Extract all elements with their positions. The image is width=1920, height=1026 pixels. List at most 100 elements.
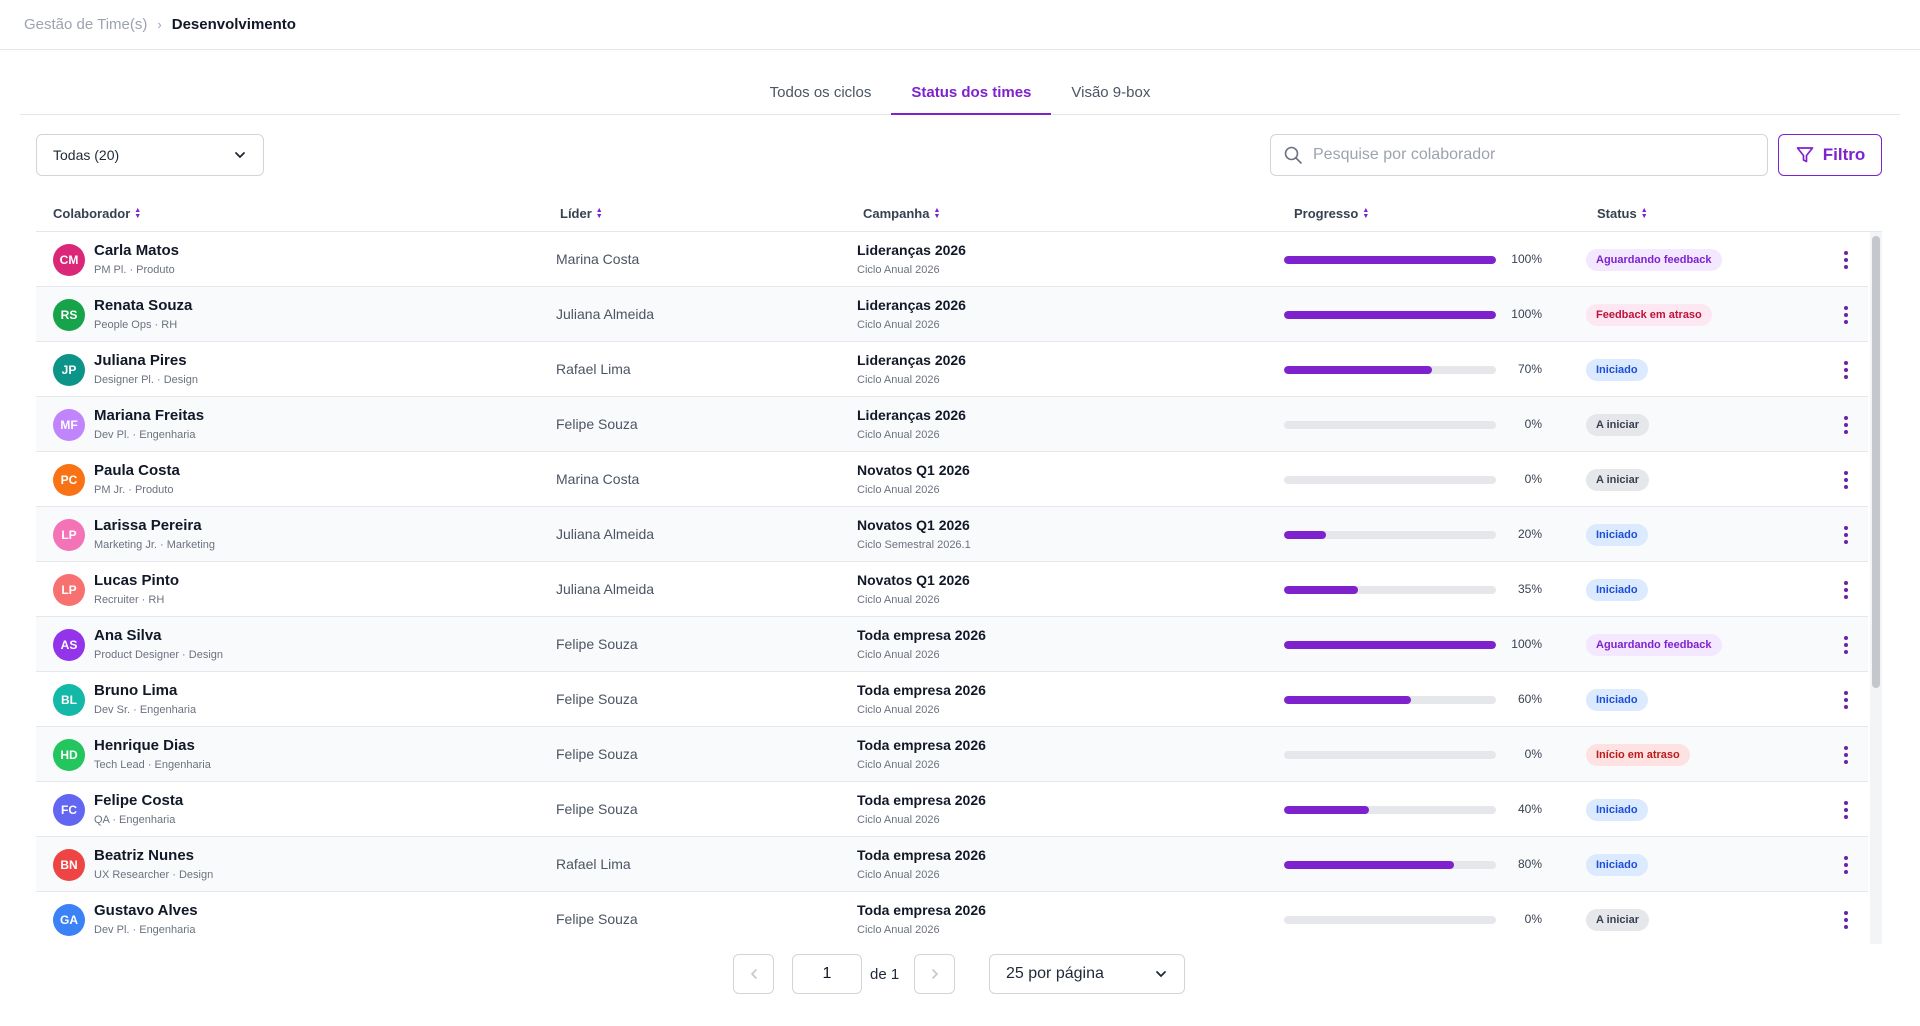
kebab-icon[interactable]: [1836, 908, 1856, 932]
progress-percent: 40%: [1517, 802, 1542, 816]
status-badge: A iniciar: [1586, 469, 1649, 491]
search-input[interactable]: [1313, 146, 1743, 164]
avatar: RS: [53, 299, 85, 331]
avatar: HD: [53, 739, 85, 771]
table-row[interactable]: GA Gustavo Alves Dev Pl. · Engenharia Felip…: [36, 892, 1868, 944]
chevron-down-icon: [1156, 971, 1166, 978]
progress-percent: 100%: [1511, 637, 1542, 651]
tab-status-dos-times[interactable]: Status dos times: [891, 74, 1052, 115]
cycle-name: Ciclo Semestral 2026.1: [857, 539, 971, 551]
leader-name: Felipe Souza: [556, 416, 638, 432]
collaborator-name: Gustavo Alves: [94, 902, 198, 919]
collaborator-name: Juliana Pires: [94, 352, 187, 369]
kebab-icon[interactable]: [1836, 303, 1856, 327]
column-header-campanha[interactable]: Campanha ▲ ▼: [863, 206, 941, 221]
table-row[interactable]: AS Ana Silva Product Designer · Design Feli…: [36, 617, 1868, 672]
cycle-name: Ciclo Anual 2026: [857, 429, 940, 441]
collaborator-role: QA · Engenharia: [94, 814, 176, 826]
campaign-name: Novatos Q1 2026: [857, 572, 970, 588]
scrollbar-thumb[interactable]: [1872, 236, 1880, 688]
kebab-icon[interactable]: [1836, 743, 1856, 767]
avatar: CM: [53, 244, 85, 276]
page-number-input[interactable]: 1: [792, 954, 862, 994]
status-badge: A iniciar: [1586, 909, 1649, 931]
kebab-icon[interactable]: [1836, 633, 1856, 657]
kebab-icon[interactable]: [1836, 248, 1856, 272]
avatar: AS: [53, 629, 85, 661]
status-badge: Início em atraso: [1586, 744, 1690, 766]
cycle-name: Ciclo Anual 2026: [857, 869, 940, 881]
collaborator-name: Carla Matos: [94, 242, 180, 259]
progress-percent: 0%: [1524, 417, 1542, 431]
filter-button[interactable]: Filtro: [1778, 134, 1882, 176]
cycle-name: Ciclo Anual 2026: [857, 594, 940, 606]
collaborator-role: PM Pl. · Produto: [94, 264, 175, 276]
progress-bar-fill: [1284, 861, 1454, 869]
chevron-right-icon: ›: [157, 17, 162, 32]
leader-name: Felipe Souza: [556, 746, 638, 762]
collaborator-name: Mariana Freitas: [94, 407, 205, 424]
table-row[interactable]: LP Lucas Pinto Recruiter · RH Juliana Almei…: [36, 562, 1868, 617]
avatar: PC: [53, 464, 85, 496]
table-row[interactable]: HD Henrique Dias Tech Lead · Engenharia Fel…: [36, 727, 1868, 782]
kebab-icon[interactable]: [1836, 358, 1856, 382]
collaborator-role: Dev Sr. · Engenharia: [94, 704, 197, 716]
kebab-icon[interactable]: [1836, 468, 1856, 492]
table-row[interactable]: LP Larissa Pereira Marketing Jr. · Marketi…: [36, 507, 1868, 562]
column-header-lider[interactable]: Líder ▲ ▼: [560, 206, 603, 221]
table-row[interactable]: MF Mariana Freitas Dev Pl. · Engenharia Fel…: [36, 397, 1868, 452]
prev-page-button[interactable]: [733, 954, 774, 994]
page-size-select[interactable]: 25 por página: [989, 954, 1185, 994]
tab-todos-os-ciclos[interactable]: Todos os ciclos: [769, 84, 872, 101]
kebab-icon[interactable]: [1836, 413, 1856, 437]
kebab-icon[interactable]: [1836, 798, 1856, 822]
tab-visao-9-box[interactable]: Visão 9-box: [1071, 84, 1151, 101]
kebab-icon[interactable]: [1836, 578, 1856, 602]
progress-bar: [1284, 256, 1496, 264]
table-row[interactable]: BN Beatriz Nunes UX Researcher · Design Raf…: [36, 837, 1868, 892]
table-row[interactable]: JP Juliana Pires Designer Pl. · Design Rafa…: [36, 342, 1868, 397]
column-header-progresso[interactable]: Progresso ▲ ▼: [1294, 206, 1370, 221]
status-badge: Iniciado: [1586, 689, 1648, 711]
table-row[interactable]: RS Renata Souza People Ops · RH Juliana Alm…: [36, 287, 1868, 342]
progress-percent: 80%: [1517, 857, 1542, 871]
progress-percent: 0%: [1524, 912, 1542, 926]
progress-percent: 20%: [1517, 527, 1542, 541]
campaign-name: Lideranças 2026: [857, 407, 966, 423]
table-row[interactable]: PC Paula Costa PM Jr. · Produto Marina Cost…: [36, 452, 1868, 507]
table-row[interactable]: BL Bruno Lima Dev Sr. · Engenharia Felipe S…: [36, 672, 1868, 727]
progress-bar: [1284, 861, 1496, 869]
progress-bar: [1284, 586, 1496, 594]
campaign-select[interactable]: Todas (20): [36, 134, 264, 176]
collaborator-name: Beatriz Nunes: [94, 847, 195, 864]
table-row[interactable]: CM Carla Matos PM Pl. · Produto Marina Cost…: [36, 232, 1868, 287]
filter-icon: [1796, 147, 1814, 163]
collaborator-name: Paula Costa: [94, 462, 180, 479]
kebab-icon[interactable]: [1836, 523, 1856, 547]
sort-icon: ▲ ▼: [595, 206, 603, 220]
collaborator-role: Dev Pl. · Engenharia: [94, 429, 196, 441]
campaign-name: Toda empresa 2026: [857, 792, 986, 808]
table-row[interactable]: FC Felipe Costa QA · Engenharia Felipe Souz…: [36, 782, 1868, 837]
filter-label: Filtro: [1822, 145, 1866, 164]
tabs: Todos os ciclos Status dos times Visão 9…: [20, 74, 1900, 115]
progress-percent: 0%: [1524, 747, 1542, 761]
cycle-name: Ciclo Anual 2026: [857, 374, 940, 386]
campaign-name: Novatos Q1 2026: [857, 462, 970, 478]
leader-name: Rafael Lima: [556, 856, 631, 872]
avatar: MF: [53, 409, 85, 441]
breadcrumb-parent[interactable]: Gestão de Time(s): [24, 16, 148, 33]
collaborator-name: Larissa Pereira: [94, 517, 202, 534]
campaign-name: Toda empresa 2026: [857, 902, 986, 918]
progress-bar-fill: [1284, 641, 1496, 649]
leader-name: Juliana Almeida: [556, 581, 655, 597]
next-page-button[interactable]: [914, 954, 955, 994]
scrollbar[interactable]: [1870, 232, 1882, 944]
chevron-left-icon: [750, 969, 757, 979]
kebab-icon[interactable]: [1836, 853, 1856, 877]
progress-bar-fill: [1284, 311, 1496, 319]
column-header-colaborador[interactable]: Colaborador ▲ ▼: [53, 206, 142, 221]
column-header-status[interactable]: Status ▲ ▼: [1597, 206, 1648, 221]
avatar: BN: [53, 849, 85, 881]
kebab-icon[interactable]: [1836, 688, 1856, 712]
